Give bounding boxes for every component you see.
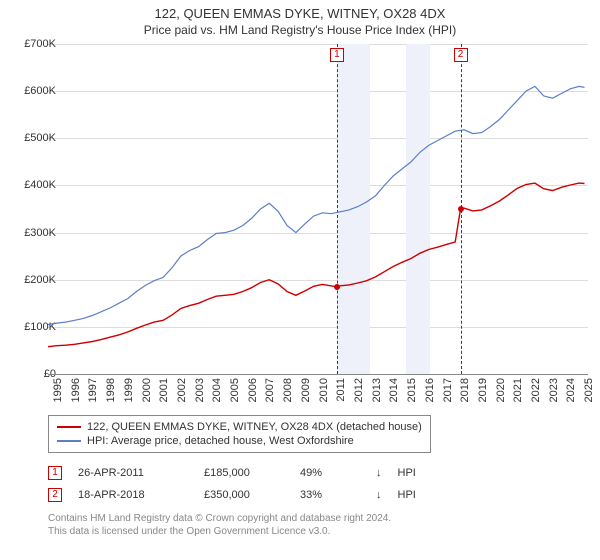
sale-dot [458, 206, 464, 212]
x-tick-label: 1997 [87, 378, 99, 402]
x-tick-label: 2025 [583, 378, 595, 402]
x-tick-label: 2024 [565, 378, 577, 402]
x-tick-label: 2018 [459, 378, 471, 402]
line-layer [48, 44, 588, 374]
price-line [48, 183, 585, 347]
sale-number: 2 [48, 488, 62, 502]
sale-date: 26-APR-2011 [78, 467, 188, 479]
x-tick-label: 2003 [194, 378, 206, 402]
x-tick-label: 2016 [424, 378, 436, 402]
legend-swatch [57, 426, 81, 428]
chart-subtitle: Price paid vs. HM Land Registry's House … [0, 21, 600, 41]
x-tick-label: 1999 [123, 378, 135, 402]
x-tick-label: 2001 [158, 378, 170, 402]
x-tick-label: 2015 [406, 378, 418, 402]
sales-table: 1 26-APR-2011 £185,000 49% ↓ HPI 2 18-APR-2018 £… [48, 462, 416, 506]
legend-label: HPI: Average price, detached house, West… [87, 435, 354, 447]
sale-price: £350,000 [204, 489, 284, 501]
x-tick-label: 2008 [282, 378, 294, 402]
sale-vs: HPI [398, 467, 416, 479]
sale-dot [334, 284, 340, 290]
x-tick-label: 2009 [300, 378, 312, 402]
sale-pct: 33% [300, 489, 360, 501]
x-tick-label: 1998 [105, 378, 117, 402]
legend-item-price: 122, QUEEN EMMAS DYKE, WITNEY, OX28 4DX … [57, 420, 422, 434]
x-tick-label: 2022 [530, 378, 542, 402]
x-tick-label: 2010 [318, 378, 330, 402]
x-tick-label: 2012 [353, 378, 365, 402]
chart-title: 122, QUEEN EMMAS DYKE, WITNEY, OX28 4DX [0, 0, 600, 21]
legend: 122, QUEEN EMMAS DYKE, WITNEY, OX28 4DX … [48, 415, 431, 453]
x-tick-label: 2005 [229, 378, 241, 402]
x-tick-label: 2020 [495, 378, 507, 402]
x-tick-label: 2013 [371, 378, 383, 402]
legend-label: 122, QUEEN EMMAS DYKE, WITNEY, OX28 4DX … [87, 421, 422, 433]
sale-row: 2 18-APR-2018 £350,000 33% ↓ HPI [48, 484, 416, 506]
legend-item-hpi: HPI: Average price, detached house, West… [57, 434, 422, 448]
x-tick-label: 2002 [176, 378, 188, 402]
x-tick-label: 2004 [211, 378, 223, 402]
footer-line: Contains HM Land Registry data © Crown c… [48, 512, 391, 525]
footer: Contains HM Land Registry data © Crown c… [48, 512, 391, 538]
x-tick-label: 2011 [335, 378, 347, 402]
sale-arrow-icon: ↓ [376, 467, 382, 479]
sale-date: 18-APR-2018 [78, 489, 188, 501]
x-tick-label: 2023 [548, 378, 560, 402]
legend-swatch [57, 440, 81, 442]
hpi-line [48, 86, 585, 324]
x-tick-label: 2000 [141, 378, 153, 402]
x-tick-label: 2021 [512, 378, 524, 402]
x-tick-label: 2014 [388, 378, 400, 402]
x-tick-label: 2019 [477, 378, 489, 402]
sale-row: 1 26-APR-2011 £185,000 49% ↓ HPI [48, 462, 416, 484]
sale-pct: 49% [300, 467, 360, 479]
footer-line: This data is licensed under the Open Gov… [48, 525, 391, 538]
sale-vs: HPI [398, 489, 416, 501]
x-tick-label: 2006 [247, 378, 259, 402]
sale-arrow-icon: ↓ [376, 489, 382, 501]
x-tick-label: 2017 [442, 378, 454, 402]
x-tick-label: 2007 [264, 378, 276, 402]
sale-price: £185,000 [204, 467, 284, 479]
x-tick-label: 1995 [52, 378, 64, 402]
chart-container: 122, QUEEN EMMAS DYKE, WITNEY, OX28 4DX … [0, 0, 600, 560]
x-tick-label: 1996 [70, 378, 82, 402]
sale-number: 1 [48, 466, 62, 480]
